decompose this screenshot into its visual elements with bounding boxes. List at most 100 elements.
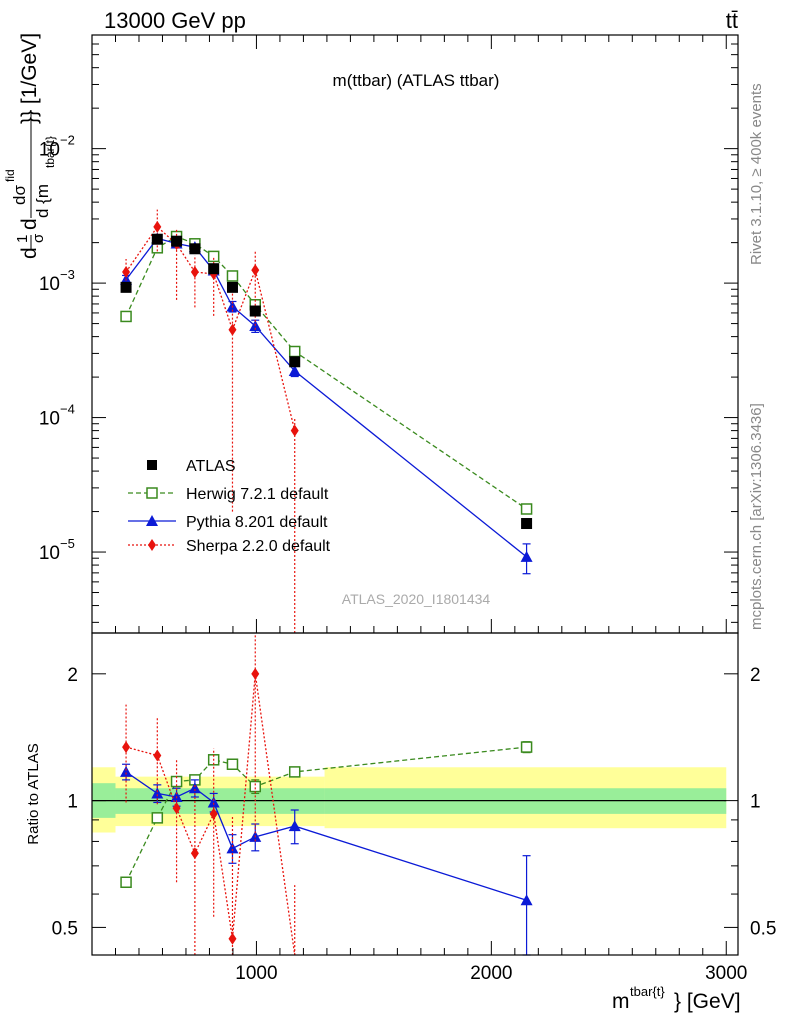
main-y-tick-label: 10 −5 [39,536,75,564]
ratio-herwig-point [151,812,164,824]
ratio-sherpa-point [172,802,181,815]
ratio-sherpa-point [122,741,131,754]
x-tick-label: 3000 [705,963,747,984]
main-data-point [226,281,238,293]
legend-pythia-label: Pythia 8.201 default [186,514,328,531]
main-y-tick-label-exp: −2 [60,133,75,148]
main-y-tick-label-exp: −3 [60,267,75,282]
main-data-point [171,235,183,247]
main-herwig-point [207,250,220,263]
ratio-sherpa-point [153,749,162,762]
ratio-y-tick-label: 2 [67,665,78,686]
main-plot-panel: 10−210−310−410−5 m(ttbar) (ATLAS ttbar) … [3,33,739,634]
ratio-y-tick-label: 0.5 [52,918,78,939]
ratio-herwig-point [226,758,239,770]
legend-atlas: ATLAS [147,458,236,475]
ratio-pythia-point [207,796,220,808]
ratio-pythia-point [120,765,133,777]
main-sherpa-point [122,265,131,278]
header-final-state: tt̄ [726,8,738,33]
main-marks [120,209,533,633]
ratio-sherpa-point [209,807,218,820]
main-y-axis-label: d 1 σ d dσ fid d {m tbar{t} }} [1/GeV] [3,33,57,259]
main-y-tick-label-base: 10 [39,274,60,295]
main-y-tick-label-exp: −5 [60,536,75,551]
x-axis-label: m tbar{t} } [GeV] [612,984,741,1013]
xlabel-sup: tbar{t} [630,984,665,999]
main-title: m(ttbar) (ATLAS ttbar) [333,71,500,90]
legend-sherpa: Sherpa 2.2.0 default [128,538,331,555]
main-sherpa-point [190,265,199,278]
main-data-series [120,233,533,530]
ratio-y-tick-label-right: 2 [750,665,761,686]
main-sherpa-point [290,424,299,437]
ratio-herwig-point [120,876,132,889]
ratio-marks [120,633,533,956]
ratio-y-tick-label-right: 0.5 [750,918,776,939]
mcplots-label: mcplots.cern.ch [arXiv:1306.3436] [748,403,765,630]
main-axis-ticks: 10−210−310−410−5 [39,34,738,633]
main-y-tick-label: 10 −4 [39,402,75,430]
main-data-point [189,243,201,255]
main-y-tick-label-base: 10 [39,543,60,564]
x-tick-label: 2000 [470,963,512,984]
main-data-point [120,281,132,293]
main-sherpa-line [125,225,296,431]
legend-atlas-marker [147,460,157,470]
legend-herwig: Herwig 7.2.1 default [128,486,329,503]
ratio-uncertainty-bands [92,767,727,833]
legend-herwig-marker [146,487,158,499]
main-pythia-point [288,365,301,377]
ylabel-sigma: σ [30,233,47,243]
ratio-pythia-point [226,842,239,854]
legend-herwig-label: Herwig 7.2.1 default [186,486,329,503]
ratio-plot-panel: 0.5 0.5 1 1 2 2 1000 2000 3000 Ratio to ATLAS m … [25,632,776,1013]
ratio-pythia-point [151,787,164,799]
x-tick-label: 1000 [235,963,277,984]
main-data-point [249,305,261,317]
ratio-herwig-point [288,766,301,778]
ratio-y-tick-label-right: 1 [750,792,761,813]
ratio-frame [91,632,739,956]
ratio-sherpa-series [122,633,296,956]
main-herwig-point [226,270,239,282]
ylabel-denominator-sub: tbar{t} [43,136,57,168]
main-herwig-point [288,345,301,358]
ylabel-d2: d [18,218,41,230]
main-y-tick-label: 10 −2 [39,133,75,161]
legend-atlas-label: ATLAS [186,458,236,475]
main-herwig-point [120,310,132,323]
ylabel-numerator: dσ [10,185,29,205]
main-data-point [521,518,533,530]
main-y-tick-label-base: 10 [39,409,60,430]
main-data-point [208,263,220,275]
main-data-point [151,233,163,245]
main-pythia-point [520,550,533,562]
ratio-sherpa-point [251,667,260,680]
main-y-tick-label: 10 −3 [39,267,75,295]
ratio-sherpa-point [190,847,199,860]
xlabel-tail: } [GeV] [674,990,741,1013]
main-pythia-line [125,237,527,558]
rivet-label: Rivet 3.1.10, ≥ 400k events [748,83,765,265]
ylabel-one: 1 [14,235,31,243]
legend: ATLAS Herwig 7.2.1 default Pythia 8.201 … [128,458,331,555]
legend-sherpa-marker [148,539,156,551]
main-y-tick-label-base: 10 [39,140,60,161]
xlabel-m: m [612,990,630,1013]
main-sherpa-point [251,264,260,277]
ratio-y-axis-label: Ratio to ATLAS [25,743,42,844]
ratio-y-tick-label: 1 [67,792,78,813]
legend-pythia: Pythia 8.201 default [128,514,328,531]
ratio-pythia-point [288,820,301,832]
ratio-pythia-point [520,894,533,906]
ylabel-denominator: d {m [33,184,52,218]
ratio-sherpa-line [125,673,296,956]
analysis-watermark: ATLAS_2020_I1801434 [342,591,491,607]
header-process: 13000 GeV pp [104,8,246,33]
main-y-tick-label-exp: −4 [60,402,75,417]
ratio-herwig-point [520,741,533,753]
ylabel-tail: }} [1/GeV] [18,33,41,124]
main-sherpa-point [153,220,162,233]
ratio-pythia-point [188,782,201,794]
